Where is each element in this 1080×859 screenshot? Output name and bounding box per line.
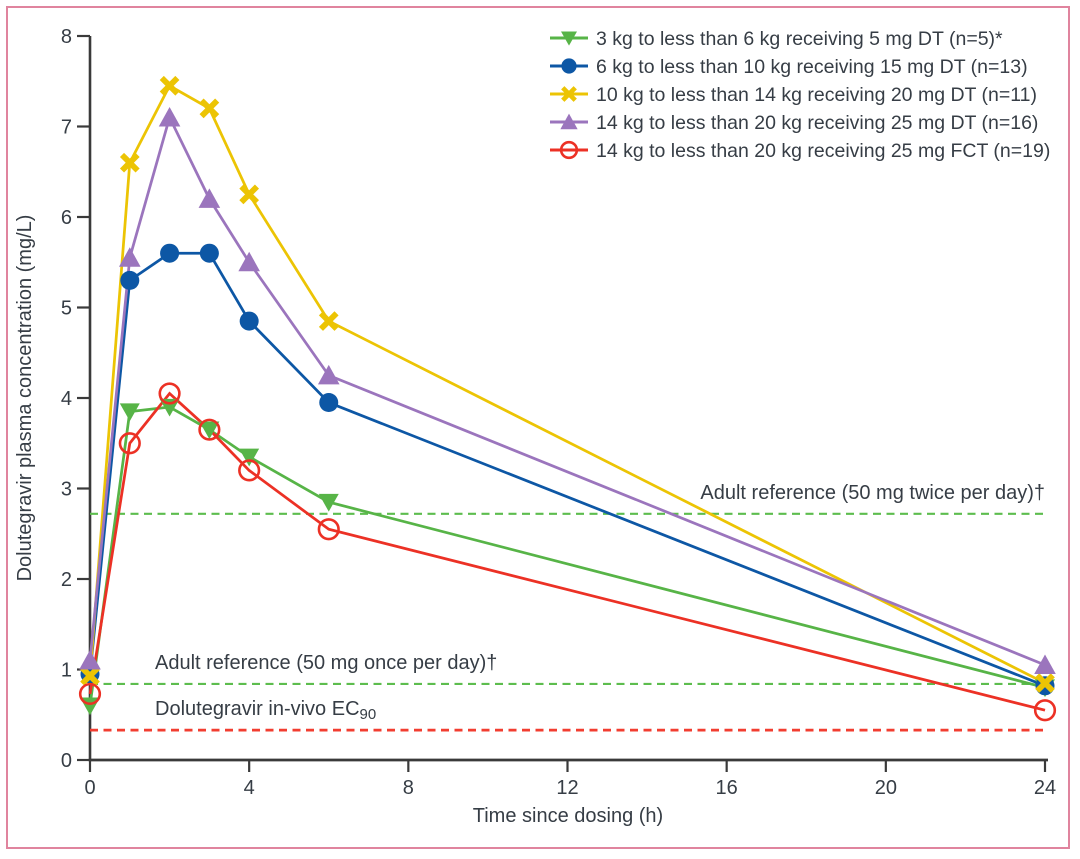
data-point xyxy=(199,243,219,263)
y-tick-label: 8 xyxy=(61,26,72,48)
series-markers-1 xyxy=(80,243,1055,696)
legend-label: 3 kg to less than 6 kg receiving 5 mg DT… xyxy=(596,28,1003,50)
legend-label: 10 kg to less than 14 kg receiving 20 mg… xyxy=(596,84,1037,106)
x-tick-label: 16 xyxy=(716,777,738,799)
legend-item-3: 14 kg to less than 20 kg receiving 25 mg… xyxy=(550,112,1038,134)
series-markers-4 xyxy=(78,382,1057,722)
data-point xyxy=(120,270,140,290)
legend-item-2: 10 kg to less than 14 kg receiving 20 mg… xyxy=(550,84,1037,106)
data-point xyxy=(80,665,100,686)
series-markers-2 xyxy=(80,75,1055,693)
y-tick-label: 2 xyxy=(61,569,72,591)
data-point xyxy=(319,393,339,413)
data-point xyxy=(198,418,221,441)
data-point xyxy=(318,311,339,331)
data-point xyxy=(238,251,260,272)
data-point xyxy=(1034,654,1056,674)
y-tick-label: 4 xyxy=(61,388,72,410)
data-point xyxy=(238,459,261,482)
data-point xyxy=(119,403,140,422)
legend-marker xyxy=(561,86,577,102)
legend-marker xyxy=(561,31,577,46)
y-tick-label: 7 xyxy=(61,117,72,139)
legend-marker xyxy=(560,113,578,130)
legend: 3 kg to less than 6 kg receiving 5 mg DT… xyxy=(550,28,1050,162)
reference-label-0: Adult reference (50 mg twice per day)† xyxy=(700,482,1045,504)
data-point xyxy=(199,421,220,440)
data-point xyxy=(79,649,101,670)
data-point xyxy=(118,247,141,267)
data-point xyxy=(318,493,339,512)
data-point xyxy=(198,188,221,208)
legend-item-0: 3 kg to less than 6 kg receiving 5 mg DT… xyxy=(550,28,1003,50)
legend-item-4: 14 kg to less than 20 kg receiving 25 mg… xyxy=(550,140,1050,162)
data-point xyxy=(158,382,181,405)
data-point xyxy=(1035,673,1055,693)
data-point xyxy=(317,518,340,541)
data-point xyxy=(160,243,180,263)
data-point xyxy=(159,75,180,96)
x-tick-label: 4 xyxy=(244,777,255,799)
series-line-1 xyxy=(88,251,1046,688)
y-tick-label: 6 xyxy=(61,207,72,229)
legend-item-1: 6 kg to less than 10 kg receiving 15 mg … xyxy=(550,56,1028,78)
data-point xyxy=(119,152,140,173)
y-tick-label: 3 xyxy=(61,479,72,501)
y-tick-label: 5 xyxy=(61,298,72,320)
data-point xyxy=(317,364,340,385)
legend-label: 14 kg to less than 20 kg receiving 25 mg… xyxy=(596,112,1038,134)
data-point xyxy=(1033,699,1057,722)
legend-marker xyxy=(559,140,579,160)
data-point xyxy=(239,311,259,331)
data-point xyxy=(158,106,181,127)
series-line-2 xyxy=(88,83,1046,685)
legend-marker xyxy=(561,58,577,74)
x-tick-label: 0 xyxy=(84,777,95,799)
data-point xyxy=(239,184,260,205)
legend-label: 6 kg to less than 10 kg receiving 15 mg … xyxy=(596,56,1028,78)
y-axis-title: Dolutegravir plasma concentration (mg/L) xyxy=(14,215,36,582)
x-tick-label: 20 xyxy=(875,777,897,799)
x-tick-label: 12 xyxy=(556,777,578,799)
data-point xyxy=(118,432,141,455)
data-point xyxy=(199,98,220,119)
x-tick-label: 8 xyxy=(403,777,414,799)
x-axis-title: Time since dosing (h) xyxy=(473,805,663,827)
series-markers-3 xyxy=(79,106,1056,674)
legend-label: 14 kg to less than 20 kg receiving 25 mg… xyxy=(596,140,1050,162)
data-point xyxy=(78,682,102,706)
reference-label-2: Dolutegravir in-vivo EC90 xyxy=(155,698,376,723)
reference-label-1: Adult reference (50 mg once per day)† xyxy=(155,652,497,674)
y-tick-label: 0 xyxy=(61,750,72,772)
x-tick-label: 24 xyxy=(1034,777,1056,799)
series-line-3 xyxy=(88,113,1046,667)
y-tick-label: 1 xyxy=(61,660,72,682)
data-point xyxy=(239,448,260,467)
